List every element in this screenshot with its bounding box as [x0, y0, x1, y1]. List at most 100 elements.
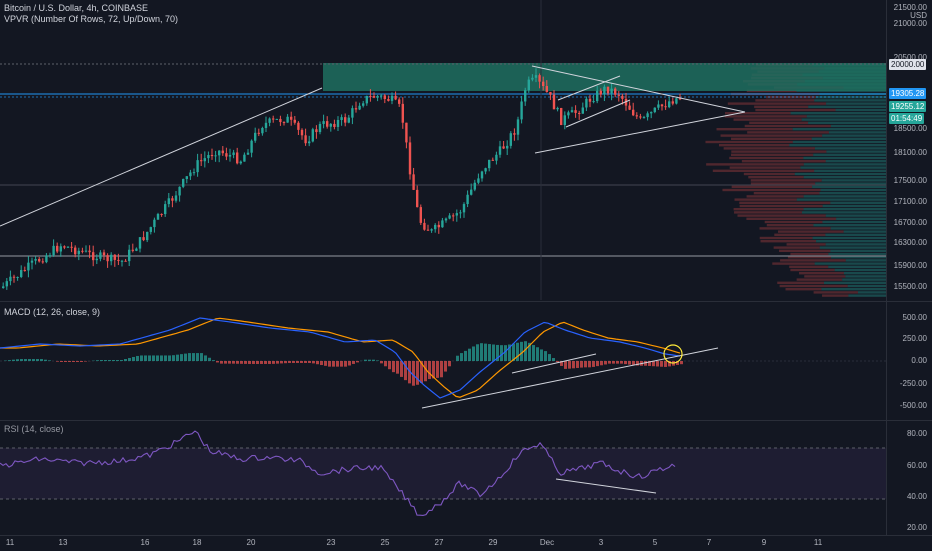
histogram-bar — [576, 361, 579, 368]
time-label: 18 — [193, 538, 202, 547]
candle-body — [78, 251, 80, 254]
histogram-bar — [288, 361, 291, 363]
candle-body — [171, 198, 173, 200]
candle-body — [661, 104, 663, 106]
time-label: 25 — [381, 538, 390, 547]
candle-body — [556, 108, 558, 109]
histogram-bar — [280, 361, 283, 363]
histogram-bar — [128, 358, 131, 361]
histogram-bar — [564, 361, 567, 369]
vpvr-down-bar — [739, 202, 830, 204]
vpvr-up-bar — [844, 272, 886, 274]
vpvr-up-bar — [826, 160, 886, 162]
vpvr-down-bar — [747, 195, 804, 197]
candle-body — [322, 121, 324, 124]
histogram-bar — [156, 355, 159, 361]
rsi-legend[interactable]: RSI (14, close) — [4, 424, 64, 435]
histogram-bar — [244, 361, 247, 364]
histogram-bar — [40, 359, 43, 361]
macd-tick: 0.00 — [911, 356, 927, 365]
candle-body — [56, 246, 58, 252]
vpvr-legend[interactable]: VPVR (Number Of Rows, 72, Up/Down, 70) — [4, 14, 178, 25]
candle-body — [470, 190, 472, 195]
vpvr-up-bar — [802, 211, 886, 213]
candle-body — [168, 198, 170, 204]
macd-histogram — [4, 341, 683, 386]
vpvr-up-bar — [813, 224, 886, 226]
histogram-bar — [344, 361, 347, 367]
candle-body — [445, 219, 447, 221]
vpvr-up-bar — [831, 125, 886, 127]
candle-body — [654, 108, 656, 112]
histogram-bar — [520, 342, 523, 361]
candle-body — [362, 103, 364, 105]
vpvr-down-bar — [742, 160, 826, 162]
vpvr-up-bar — [830, 250, 886, 252]
histogram-bar — [144, 355, 147, 361]
candle-body — [304, 135, 306, 143]
histogram-bar — [488, 344, 491, 361]
histogram-bar — [64, 361, 67, 362]
vpvr-up-bar — [814, 99, 886, 101]
main-legend: Bitcoin / U.S. Dollar, 4h, COINBASE VPVR… — [4, 3, 178, 25]
rsi-canvas[interactable] — [0, 421, 886, 535]
price-chart-canvas[interactable] — [0, 0, 886, 300]
histogram-bar — [32, 359, 35, 361]
vpvr-down-bar — [760, 237, 813, 239]
vpvr-down-bar — [721, 134, 823, 136]
histogram-bar — [36, 359, 39, 361]
histogram-bar — [172, 355, 175, 361]
vpvr-down-bar — [751, 182, 815, 184]
vpvr-down-bar — [746, 218, 836, 220]
price-pane[interactable]: Bitcoin / U.S. Dollar, 4h, COINBASE VPVR… — [0, 0, 886, 300]
histogram-bar — [72, 361, 75, 362]
macd-legend[interactable]: MACD (12, 26, close, 9) — [4, 307, 100, 318]
histogram-bar — [176, 355, 179, 361]
candle-body — [574, 110, 576, 113]
vpvr-down-bar — [734, 208, 804, 210]
vpvr-down-bar — [731, 154, 813, 156]
vpvr-down-bar — [735, 198, 797, 200]
symbol-legend[interactable]: Bitcoin / U.S. Dollar, 4h, COINBASE — [4, 3, 178, 14]
candle-body — [31, 261, 33, 263]
vpvr-down-bar — [734, 118, 802, 120]
time-label: 29 — [489, 538, 498, 547]
vpvr-down-bar — [789, 266, 828, 268]
histogram-bar — [444, 361, 447, 372]
histogram-bar — [628, 361, 631, 365]
histogram-bar — [376, 360, 379, 361]
vpvr-down-bar — [754, 106, 808, 108]
candle-body — [250, 141, 252, 153]
candle-body — [276, 119, 278, 120]
macd-pane[interactable]: MACD (12, 26, close, 9) — [0, 302, 886, 420]
histogram-bar — [264, 361, 267, 364]
candlesticks — [2, 68, 681, 290]
histogram-bar — [24, 359, 27, 361]
vpvr-up-bar — [858, 291, 886, 293]
candle-body — [218, 151, 220, 156]
candle-body — [110, 255, 112, 261]
histogram-bar — [240, 361, 243, 364]
vpvr-up-bar — [836, 218, 886, 220]
time-label: 13 — [59, 538, 68, 547]
histogram-bar — [476, 344, 479, 361]
histogram-bar — [664, 361, 667, 367]
macd-canvas[interactable] — [0, 302, 886, 420]
histogram-bar — [660, 361, 663, 367]
vpvr-up-bar — [802, 118, 886, 120]
rsi-pane[interactable]: RSI (14, close) — [0, 421, 886, 535]
vpvr-down-bar — [754, 192, 820, 194]
price-scale[interactable]: 21500.00 USD 21000.00 20500.00 18500.00 … — [886, 0, 932, 535]
vpvr-up-bar — [793, 141, 886, 143]
candle-body — [369, 96, 371, 97]
candle-body — [600, 91, 602, 95]
candle-body — [398, 99, 400, 103]
price-tick: 21000.00 — [894, 19, 927, 28]
time-scale[interactable]: 11 13 16 18 20 23 25 27 29 Dec 3 5 7 9 1… — [0, 535, 932, 551]
vpvr-up-bar — [835, 269, 886, 271]
vpvr-down-bar — [778, 230, 844, 232]
candle-body — [52, 246, 54, 255]
vpvr-up-bar — [793, 128, 886, 130]
histogram-bar — [592, 361, 595, 367]
vpvr-down-bar — [772, 262, 814, 264]
